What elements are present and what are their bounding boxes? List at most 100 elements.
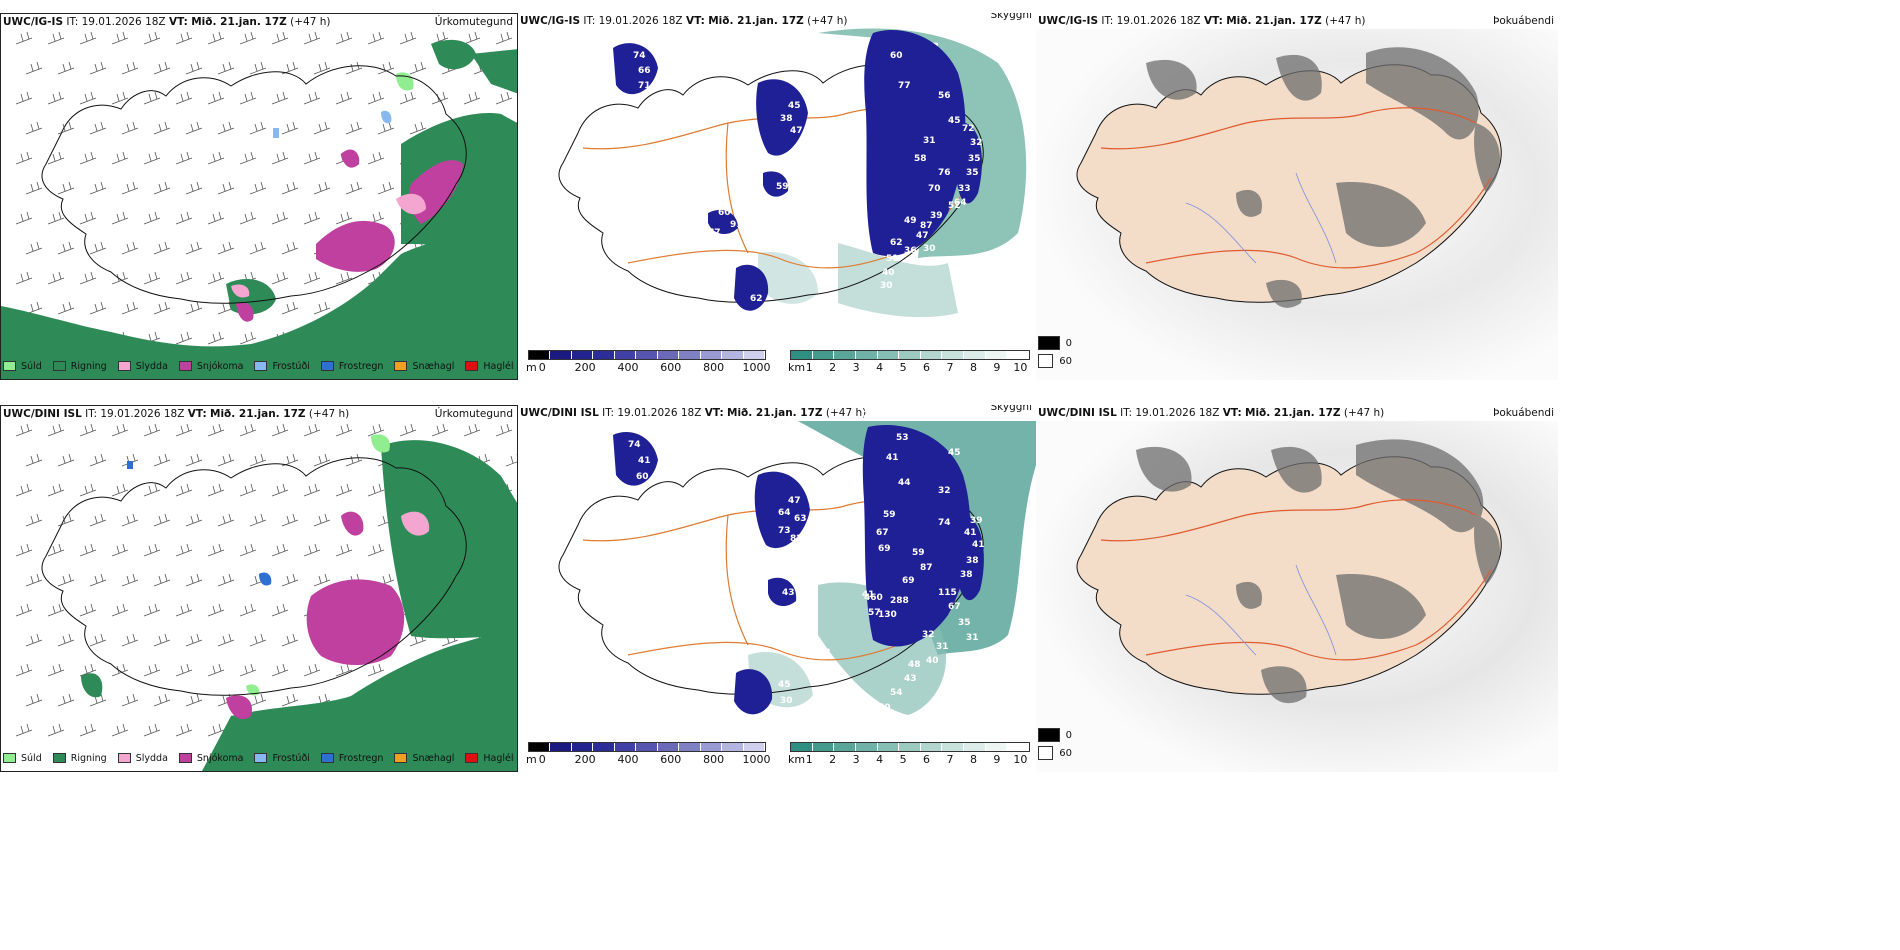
wind-barb [271, 271, 289, 285]
wind-barb [121, 513, 139, 527]
lead-time: (+47 h) [1343, 407, 1385, 419]
wind-barb [207, 543, 225, 557]
wind-barb [249, 121, 267, 135]
valid-time: Mið. 21.jan. 17Z [1226, 15, 1322, 27]
colorbar-tick-label: 8 [969, 753, 977, 766]
wind-barb [207, 91, 225, 105]
wind-barb [185, 121, 203, 135]
panel-title: Þokuábendi [1493, 15, 1554, 27]
colorbar-segment [1007, 743, 1030, 751]
visibility-value-label: 08 [818, 648, 831, 658]
freezing-drizzle-areas [273, 110, 392, 138]
precip-map [1, 31, 517, 379]
colorbar-bar [790, 742, 1030, 752]
wind-barb [111, 423, 129, 437]
visibility-value-label: 35 [958, 618, 971, 628]
wind-barb [281, 633, 299, 647]
wind-barb [15, 663, 33, 677]
wind-barb [111, 31, 129, 45]
init-time: 19.01.2026 18Z [1116, 15, 1201, 27]
colorbar-tick-label: 5 [899, 753, 907, 766]
visibility-value-label: 59 [776, 182, 789, 192]
visibility-value-label: 63 [794, 514, 807, 524]
colorbar-tick-label: 400 [617, 753, 639, 766]
valid-time: Mið. 21.jan. 17Z [708, 15, 804, 27]
drizzle-areas [246, 434, 390, 696]
legend-swatch [178, 753, 192, 763]
wind-barb [25, 633, 43, 647]
wind-barb [111, 723, 129, 737]
wind-barb [143, 663, 161, 677]
colorbar-segment [855, 351, 878, 359]
rain-areas [1, 39, 517, 379]
wind-barb [89, 573, 107, 587]
wind-barb [399, 91, 417, 105]
wind-barb [239, 211, 257, 225]
model-name: UWC/DINI ISL [520, 407, 599, 419]
colorbar-segment [657, 351, 680, 359]
visibility-value-label: 33 [958, 184, 971, 194]
low-visibility-cells [613, 29, 982, 311]
panel-header: UWC/IG-IS IT: 19.01.2026 18Z VT: Mið. 21… [1036, 13, 1558, 29]
visibility-value-label: 62 [890, 238, 903, 248]
wind-barb [79, 211, 97, 225]
wind-barb [303, 151, 321, 165]
wind-barb [345, 453, 363, 467]
wind-barb [271, 543, 289, 557]
wind-barb [239, 331, 257, 345]
fog-legend-label: 0 [1065, 729, 1072, 741]
model-name: UWC/IG-IS [3, 16, 64, 28]
wind-barb [313, 513, 331, 527]
colorbar-tick-label: 6 [923, 361, 931, 374]
panel-title: Úrkomutegund [434, 408, 513, 420]
colorbar-bar [528, 350, 766, 360]
wind-barb [185, 241, 203, 255]
colorbar-height-m: 0 200 400 600 800 1000 m [526, 742, 770, 768]
wind-barb [175, 271, 193, 285]
wind-barb [175, 423, 193, 437]
wind-barb [335, 663, 353, 677]
colorbar-segment [657, 743, 680, 751]
wind-barb [281, 181, 299, 195]
colorbar-tick-label: 1000 [742, 753, 771, 766]
wind-barb [121, 121, 139, 135]
rivers [1185, 564, 1337, 656]
colorbar-tick-label: 800 [703, 361, 725, 374]
colorbar-tick-label: 7 [946, 361, 954, 374]
wind-barb [25, 241, 43, 255]
visibility-value-label: 47 [790, 126, 803, 136]
visibility-value-label: 70 [928, 184, 941, 194]
wind-barb [249, 61, 267, 75]
visibility-value-label: 38 [966, 556, 979, 566]
init-label: IT: [1120, 407, 1133, 419]
visibility-value-label: 48 [908, 660, 921, 670]
visibility-value-label: 41 [862, 590, 875, 600]
wind-barb [153, 241, 171, 255]
wind-barb [367, 423, 385, 437]
wind-barb [57, 61, 75, 75]
wind-barb [335, 543, 353, 557]
wind-barbs [15, 31, 517, 345]
wind-barb [153, 513, 171, 527]
wind-barb [377, 61, 395, 75]
wind-barb [271, 31, 289, 45]
visibility-value-label: 31 [923, 136, 936, 146]
colorbar-segment [529, 743, 551, 751]
valid-time: Mið. 21.jan. 17Z [210, 408, 306, 420]
colorbar-segment [700, 351, 723, 359]
colorbar-tick-label: 2 [829, 753, 837, 766]
wind-barb [47, 271, 65, 285]
legend-label: Snjókoma [196, 360, 244, 372]
visibility-value-label: 60 [890, 51, 903, 61]
wind-barb [143, 151, 161, 165]
colorbar-tick-label: 0 [538, 361, 546, 374]
colorbar-ticks: 1 2 3 4 5 6 7 8 9 10 [790, 752, 1030, 766]
wind-barb [25, 181, 43, 195]
colorbar-unit: km [788, 361, 806, 374]
visibility-value-label: 41 [972, 540, 985, 550]
colorbar-tick-label: 7 [946, 753, 954, 766]
lead-time: (+47 h) [308, 408, 350, 420]
init-label: IT: [583, 15, 596, 27]
fog-legend-label: 60 [1059, 747, 1072, 759]
wind-barb [143, 483, 161, 497]
